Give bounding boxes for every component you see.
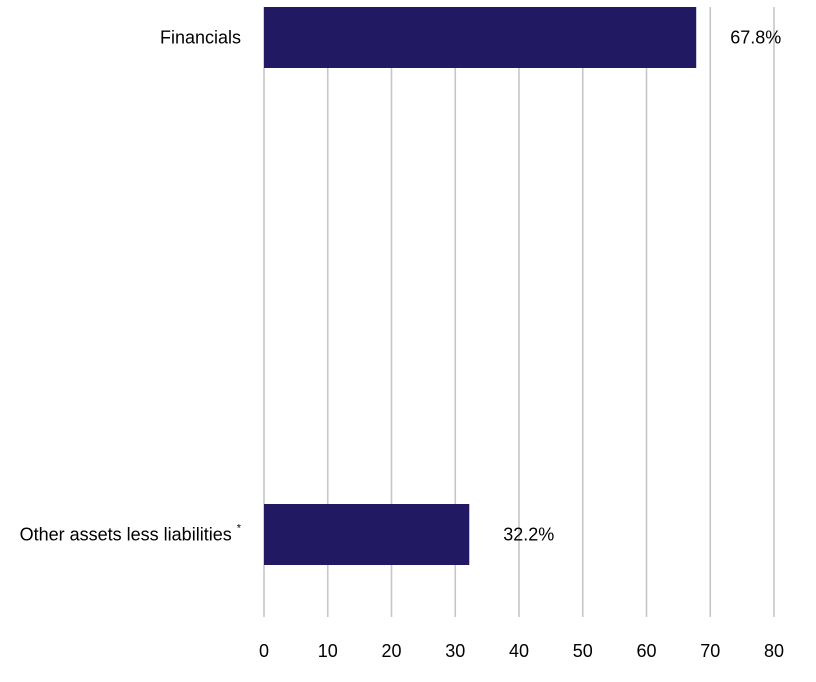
labels: Financials 67.8% Other assets less liabili… <box>20 28 782 545</box>
x-tick-label-80: 80 <box>764 641 784 661</box>
data-label: 67.8% <box>730 28 781 48</box>
category-label: Other assets less liabilities * <box>20 523 242 545</box>
x-tick-label-50: 50 <box>573 641 593 661</box>
footnote-mark: * <box>237 523 242 535</box>
x-tick-label-20: 20 <box>381 641 401 661</box>
data-label: 32.2% <box>503 525 554 545</box>
x-tick-label-0: 0 <box>259 641 269 661</box>
x-tick-label-70: 70 <box>700 641 720 661</box>
category-label-text: Financials <box>160 28 241 48</box>
x-tick-label-40: 40 <box>509 641 529 661</box>
bar-other-assets-less-liabilities <box>264 504 470 565</box>
x-tick-label-10: 10 <box>318 641 338 661</box>
category-label-text: Other assets less liabilities <box>20 525 232 545</box>
x-tick-label-60: 60 <box>636 641 656 661</box>
bars <box>264 7 697 565</box>
gridlines <box>263 7 775 617</box>
category-label: Financials <box>160 28 241 48</box>
x-tick-label-30: 30 <box>445 641 465 661</box>
bar-financials <box>264 7 697 68</box>
x-axis: 0 10 20 30 40 50 60 70 80 <box>259 641 784 661</box>
